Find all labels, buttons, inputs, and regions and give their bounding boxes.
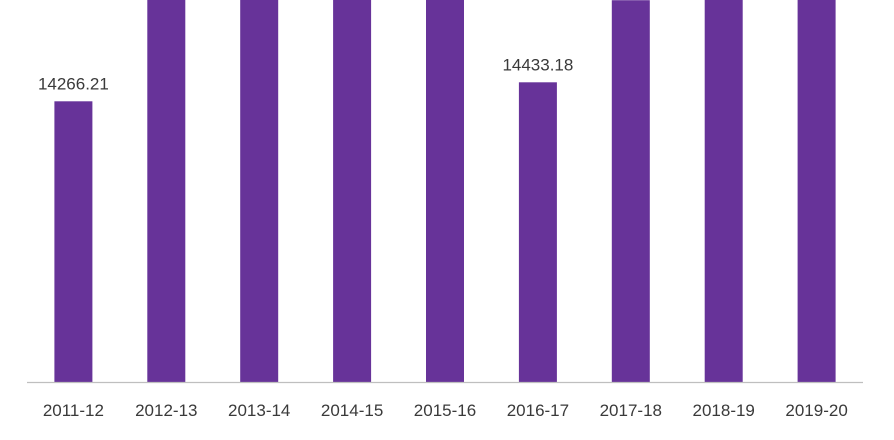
bar-2016-17 xyxy=(518,82,557,383)
bar-2019-20 xyxy=(797,0,836,382)
bar-2014-15 xyxy=(333,0,372,382)
x-tick-label-2012-13: 2012-13 xyxy=(135,401,197,420)
bar-2017-18 xyxy=(611,0,650,382)
x-tick-labels-group: 2011-12 2012-13 2013-14 2014-15 2015-16 2016-… xyxy=(43,401,848,420)
x-tick-label-2016-17: 2016-17 xyxy=(507,401,569,420)
x-tick-label-2014-15: 2014-15 xyxy=(321,401,383,420)
bar-2012-13 xyxy=(147,0,186,383)
x-tick-label-2019-20: 2019-20 xyxy=(785,401,847,420)
bars-group xyxy=(54,0,836,383)
x-tick-label-2013-14: 2013-14 xyxy=(228,401,290,420)
data-label-2011-12: 14266.21 xyxy=(38,74,109,93)
x-tick-label-2011-12: 2011-12 xyxy=(43,401,104,420)
bar-2013-14 xyxy=(240,0,279,382)
bar-2011-12 xyxy=(54,101,93,383)
bar-2018-19 xyxy=(704,0,743,383)
bar-2015-16 xyxy=(426,0,464,382)
x-tick-label-2018-19: 2018-19 xyxy=(693,401,755,420)
data-labels-group: 14266.2115703.6416253.8816552.2715433.09… xyxy=(38,55,573,93)
x-tick-label-2017-18: 2017-18 xyxy=(600,401,662,420)
data-label-2016-17: 14433.18 xyxy=(502,55,573,74)
x-tick-label-2015-16: 2015-16 xyxy=(414,401,476,420)
